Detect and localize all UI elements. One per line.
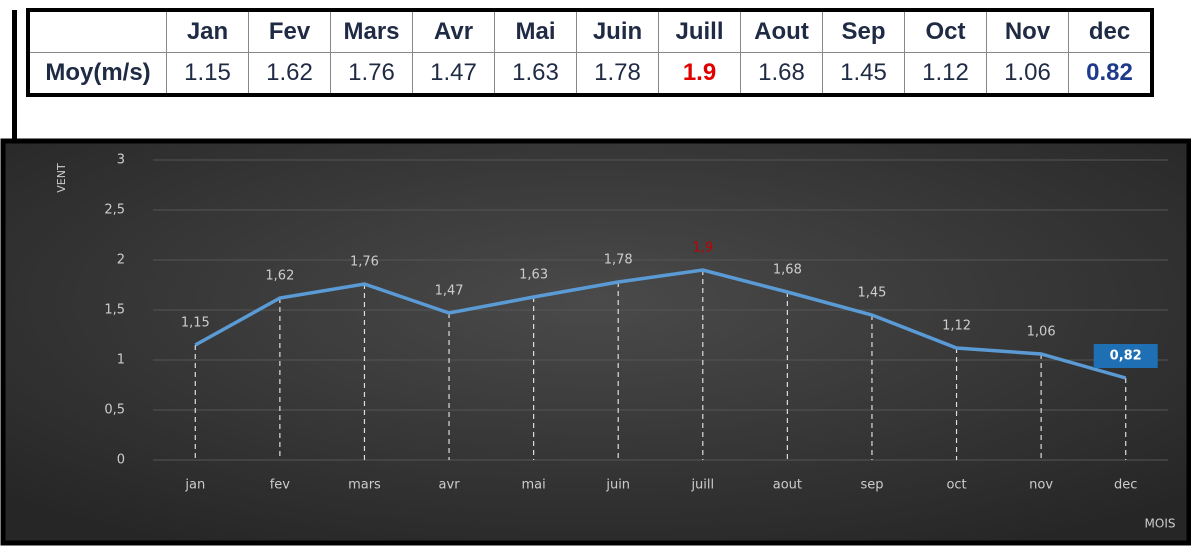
y-tick-label: 1	[117, 353, 125, 368]
data-label: 1,15	[181, 316, 210, 331]
y-tick-label: 1,5	[104, 303, 125, 318]
value-cell: 1.63	[494, 52, 577, 96]
y-tick-label: 2	[117, 253, 125, 268]
label-box	[1093, 344, 1158, 368]
x-axis-label: MOIS	[1145, 517, 1176, 531]
y-tick-label: 3	[117, 153, 125, 168]
x-tick-label: sep	[860, 478, 883, 493]
x-tick-label: fev	[270, 478, 291, 493]
value-cell: 1.9	[658, 52, 741, 96]
value-cell: 1.06	[986, 52, 1069, 96]
x-tick-label: jan	[184, 478, 205, 493]
value-cell: 1.45	[822, 52, 905, 96]
x-tick-label: juill	[690, 478, 714, 493]
column-header: Aout	[740, 9, 823, 53]
y-axis-label: VENT	[55, 163, 68, 193]
column-header: Juin	[576, 9, 659, 53]
value-cell: 1.62	[248, 52, 331, 96]
data-label: 1,78	[604, 253, 633, 268]
data-label: 1,9	[692, 241, 713, 256]
x-tick-label: juin	[605, 478, 630, 493]
x-tick-label: mars	[348, 478, 381, 493]
value-cell: 0.82	[1068, 52, 1153, 96]
chart-background	[0, 138, 1191, 546]
data-table: Jan Fev Mars Avr Mai Juin Juill Aout Sep Oct Nov de…	[26, 8, 1154, 97]
y-tick-label: 0,5	[104, 403, 125, 418]
value-cell: 1.68	[740, 52, 823, 96]
row-label: Moy(m/s)	[27, 52, 167, 96]
corner-cell	[27, 9, 167, 53]
x-tick-label: oct	[946, 478, 966, 493]
x-tick-label: dec	[1114, 478, 1137, 493]
value-cell: 1.15	[166, 52, 249, 96]
x-tick-label: mai	[522, 478, 546, 493]
column-header: Nov	[986, 9, 1069, 53]
x-tick-label: nov	[1029, 478, 1053, 493]
data-label: 1,47	[435, 284, 464, 299]
column-header: Sep	[822, 9, 905, 53]
column-header: Mars	[330, 9, 413, 53]
value-cell: 1.76	[330, 52, 413, 96]
y-tick-label: 0	[117, 453, 125, 468]
x-tick-label: avr	[439, 478, 461, 493]
data-label: 1,68	[773, 263, 802, 278]
y-tick-label: 2,5	[104, 203, 125, 218]
data-label: 1,76	[350, 255, 379, 270]
value-cell: 1.47	[412, 52, 495, 96]
data-label: 1,12	[942, 319, 971, 334]
data-label: 1,06	[1027, 325, 1056, 340]
value-row: Moy(m/s) 1.15 1.62 1.76 1.47 1.63 1.78 1.9 1.68 1…	[27, 52, 1153, 96]
border-bar	[12, 10, 17, 142]
header-row: Jan Fev Mars Avr Mai Juin Juill Aout Sep Oct Nov de…	[27, 9, 1153, 53]
data-label: 1,62	[265, 269, 294, 284]
x-tick-label: aout	[773, 478, 802, 493]
line	[194, 268, 1127, 380]
data-label: 1,45	[857, 286, 886, 301]
data-label: 1,63	[519, 268, 548, 283]
column-header: Mai	[494, 9, 577, 53]
column-header: Jan	[166, 9, 249, 53]
value-cell: 1.12	[904, 52, 987, 96]
data-label: 0,82	[1110, 349, 1142, 364]
